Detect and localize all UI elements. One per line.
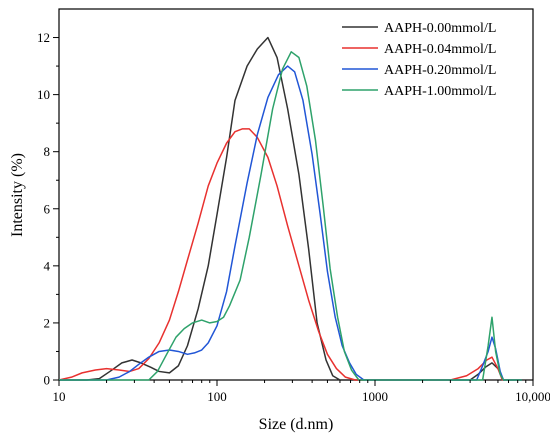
y-tick-label: 0: [44, 373, 51, 388]
y-tick-label: 6: [44, 201, 51, 216]
series-line-2: [58, 128, 522, 381]
legend-label-2: AAPH-0.04mmol/L: [384, 42, 496, 57]
x-tick-label: 10: [53, 389, 66, 404]
legend-label-4: AAPH-1.00mmol/L: [384, 84, 496, 99]
plot-frame: [58, 8, 534, 381]
legend: AAPH-0.00mmol/L AAPH-0.04mmol/L AAPH-0.20m…: [342, 21, 496, 99]
x-tick-label: 100: [207, 389, 227, 404]
series-line-4: [59, 51, 522, 381]
y-tick-label: 4: [44, 258, 51, 273]
series-line-3: [59, 65, 522, 381]
y-tick-label: 8: [44, 144, 51, 159]
y-axis-title: Intensity (%): [9, 153, 26, 237]
x-tick-label: 10,000: [515, 389, 550, 404]
x-tick-label: 1000: [362, 389, 388, 404]
x-axis-title: Size (d.nm): [259, 416, 334, 433]
y-tick-label: 12: [37, 30, 50, 45]
legend-label-1: AAPH-0.00mmol/L: [384, 21, 496, 36]
y-tick-label: 2: [44, 315, 51, 330]
y-tick-label: 10: [37, 87, 50, 102]
axis-layer: 10 100 1000 10,000 0 2 4 6 8 10 12: [37, 30, 550, 404]
legend-label-3: AAPH-0.20mmol/L: [384, 63, 496, 78]
